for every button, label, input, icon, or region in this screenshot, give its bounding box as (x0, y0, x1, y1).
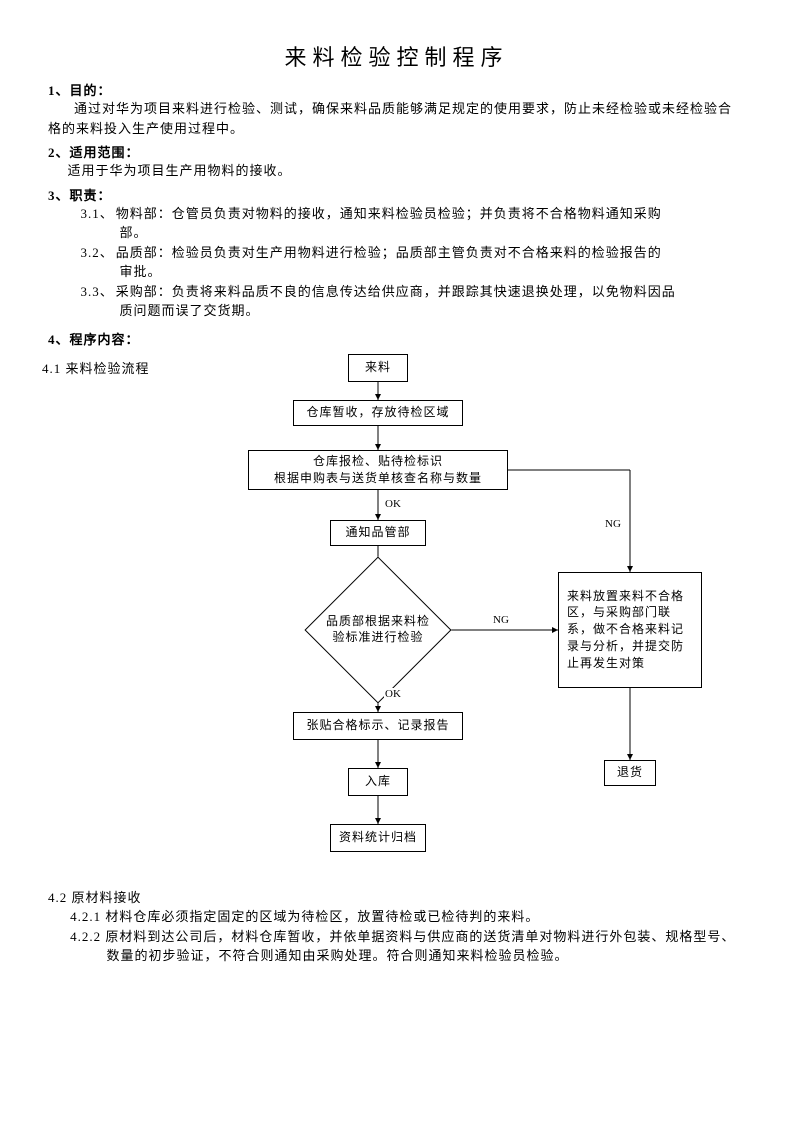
flow-node-in-stock: 入库 (348, 768, 408, 796)
s4-heading: 4、程序内容： (48, 329, 745, 348)
flow-decision-inspect: 品质部根据来料检 验标准进行检验 (326, 578, 430, 682)
s42-item-1: 4.2.1 材料仓库必须指定固定的区域为待检区，放置待检或已检待判的来料。 (48, 907, 745, 927)
s42-2-num: 4.2.2 (70, 929, 101, 944)
flow-d1b: 验标准进行检验 (326, 630, 430, 647)
s42-heading: 4.2 原材料接收 (48, 888, 745, 908)
s3-3-label: 采购部： (116, 284, 172, 299)
s3-3-num: 3.3、 (81, 282, 114, 302)
s3-2-label: 品质部： (116, 245, 172, 260)
s41-label: 4.1 来料检验流程 (42, 358, 150, 377)
s3-1-label: 物料部： (116, 206, 172, 221)
s1-heading: 1、目的： (48, 80, 745, 99)
s2-heading: 2、适用范围： (48, 142, 745, 161)
flow-node-incoming: 来料 (348, 354, 408, 382)
s3-1-num: 3.1、 (81, 204, 114, 224)
s3-2-cont: 审批。 (48, 262, 745, 282)
flow-node-temp-receive: 仓库暂收，存放待检区域 (293, 400, 463, 426)
edge-ng-1: NG (604, 518, 622, 530)
flowchart: 4.1 来料检验流程 来料 仓库暂收，存放待检区域 仓库报检、贴待检标识 根据申… (48, 350, 745, 880)
flow-node-return: 退货 (604, 760, 656, 786)
s1-text: 通过对华为项目来料进行检验、测试，确保来料品质能够满足规定的使用要求，防止未经检… (48, 99, 745, 138)
s2-text: 适用于华为项目生产用物料的接收。 (48, 161, 745, 181)
s42-2-text: 原材料到达公司后，材料仓库暂收，并依单据资料与供应商的送货清单对物料进行外包装、… (101, 929, 735, 964)
flow-node-ng-handling: 来料放置来料不合格区，与采购部门联系，做不合格来料记录与分析，并提交防止再发生对… (558, 572, 702, 688)
s3-item-3: 3.3、 采购部：负责将来料品质不良的信息传达给供应商，并跟踪其快速退换处理，以… (48, 282, 745, 302)
s42-item-2: 4.2.2 原材料到达公司后，材料仓库暂收，并依单据资料与供应商的送货清单对物料… (48, 927, 745, 966)
s3-3-cont: 质问题而误了交货期。 (48, 301, 745, 321)
s42-1-num: 4.2.1 (70, 909, 101, 924)
flow-node-report-check: 仓库报检、贴待检标识 根据申购表与送货单核查名称与数量 (248, 450, 508, 490)
flow-n3a: 仓库报检、贴待检标识 (313, 453, 443, 470)
edge-ok-1: OK (384, 498, 402, 510)
edge-ok-2: OK (384, 688, 402, 700)
s3-1-text: 仓管员负责对物料的接收，通知来料检验员检验；并负责将不合格物料通知采购 (172, 206, 662, 221)
s3-2-num: 3.2、 (81, 243, 114, 263)
s3-item-2: 3.2、 品质部：检验员负责对生产用物料进行检验；品质部主管负责对不合格来料的检… (48, 243, 745, 263)
s3-3-text: 负责将来料品质不良的信息传达给供应商，并跟踪其快速退换处理，以免物料因品 (172, 284, 676, 299)
page-title: 来料检验控制程序 (48, 40, 745, 72)
flow-n3b: 根据申购表与送货单核查名称与数量 (274, 470, 482, 487)
s42-1-text: 材料仓库必须指定固定的区域为待检区，放置待检或已检待判的来料。 (101, 909, 539, 924)
s3-heading: 3、职责： (48, 185, 745, 204)
flow-d1a: 品质部根据来料检 (326, 613, 430, 630)
edge-ng-2: NG (492, 614, 510, 626)
s3-1-cont: 部。 (48, 223, 745, 243)
flow-node-pass-label: 张贴合格标示、记录报告 (293, 712, 463, 740)
s3-item-1: 3.1、 物料部：仓管员负责对物料的接收，通知来料检验员检验；并负责将不合格物料… (48, 204, 745, 224)
flow-node-archive: 资料统计归档 (330, 824, 426, 852)
flow-node-notify-qc: 通知品管部 (330, 520, 426, 546)
s3-2-text: 检验员负责对生产用物料进行检验；品质部主管负责对不合格来料的检验报告的 (172, 245, 662, 260)
